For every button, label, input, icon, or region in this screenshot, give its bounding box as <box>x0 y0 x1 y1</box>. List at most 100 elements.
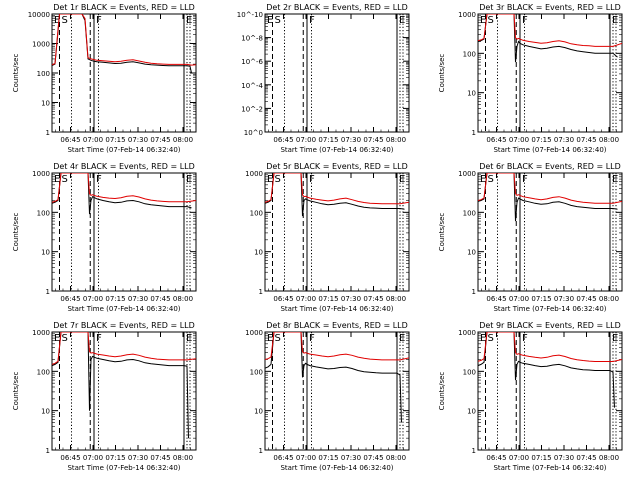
x-tick-label: 07:00 <box>83 454 103 462</box>
y-tick-label: 1 <box>472 447 476 455</box>
y-tick-label: 10 <box>254 408 263 416</box>
x-tick-label: 07:15 <box>531 295 551 303</box>
x-tick-label: 07:15 <box>105 136 125 144</box>
panel-title: Det 2r BLACK = Events, RED = LLD <box>266 3 408 12</box>
series-events-line <box>478 332 615 408</box>
y-tick-label: 100 <box>463 368 476 376</box>
plot-frame <box>264 13 410 133</box>
y-tick-label: 1000 <box>458 329 476 337</box>
series-lld-line <box>52 14 196 66</box>
panel-title: Det 4r BLACK = Events, RED = LLD <box>53 162 195 171</box>
x-tick-label: 07:30 <box>128 295 148 303</box>
panel-det-6: Det 6r BLACK = Events, RED = LLD 1 10 100 10… <box>438 162 623 313</box>
y-axis-label: Counts/sec <box>12 213 20 252</box>
event-marker-label: E <box>54 15 60 26</box>
plot-frame <box>264 172 410 292</box>
y-tick-label: 100 <box>37 209 50 217</box>
x-tick-label: 07:00 <box>83 295 103 303</box>
x-tick-label: 07:45 <box>576 295 596 303</box>
x-tick-label: 07:00 <box>83 136 103 144</box>
panel-det-4: Det 4r BLACK = Events, RED = LLD 1 10 100 10… <box>12 162 197 313</box>
x-tick-label: 07:30 <box>341 295 361 303</box>
event-marker-label: E <box>480 174 486 185</box>
series-lld-line <box>265 173 409 205</box>
y-tick-label: 1 <box>259 447 263 455</box>
x-tick-label: 07:30 <box>554 136 574 144</box>
x-tick-label: 08:00 <box>173 295 193 303</box>
x-tick-label: 06:45 <box>273 454 293 462</box>
y-tick-label: 100 <box>463 50 476 58</box>
event-marker-label: S <box>488 174 494 185</box>
event-marker-label: S <box>62 333 68 344</box>
x-tick-label: 07:45 <box>363 295 383 303</box>
panel-det-5: Det 5r BLACK = Events, RED = LLD 1 10 100 10… <box>245 162 410 313</box>
plot-frame <box>51 331 197 451</box>
x-axis-label: Start Time (07-Feb-14 06:32:40) <box>493 464 606 472</box>
y-tick-label: 10^-6 <box>241 58 263 66</box>
x-tick-label: 07:15 <box>318 136 338 144</box>
y-tick-label: 1 <box>46 129 50 137</box>
x-tick-label: 07:30 <box>341 136 361 144</box>
plot-frame <box>51 172 197 292</box>
series-lld-line <box>265 332 409 361</box>
x-axis-label: Start Time (07-Feb-14 06:32:40) <box>67 146 180 154</box>
y-tick-label: 10 <box>41 100 50 108</box>
series-events-line <box>265 332 402 423</box>
event-marker-label: E <box>186 333 192 344</box>
series-events-line <box>478 173 618 222</box>
event-marker-label: E <box>267 15 273 26</box>
x-axis-label: Start Time (07-Feb-14 06:32:40) <box>67 464 180 472</box>
x-tick-label: 07:00 <box>509 454 529 462</box>
y-tick-label: 1000 <box>458 170 476 178</box>
series-events-line <box>52 14 192 74</box>
y-tick-label: 100 <box>37 368 50 376</box>
y-tick-label: 100 <box>463 209 476 217</box>
x-tick-label: 07:00 <box>296 136 316 144</box>
plot-frame <box>477 331 623 451</box>
y-tick-label: 1000 <box>32 170 50 178</box>
event-marker-label: S <box>488 333 494 344</box>
plot-frame <box>264 331 410 451</box>
x-tick-label: 06:45 <box>486 295 506 303</box>
panel-det-1: Det 1r BLACK = Events, RED = LLD 1 10 100 10… <box>12 3 197 154</box>
panel-det-2: Det 2r BLACK = Events, RED = LLD 10^0 10^-… <box>237 3 410 154</box>
event-marker-label: S <box>488 15 494 26</box>
series-lld-line <box>52 332 196 365</box>
x-tick-label: 06:45 <box>273 136 293 144</box>
y-axis-label: Counts/sec <box>438 213 446 252</box>
x-axis-label: Start Time (07-Feb-14 06:32:40) <box>493 146 606 154</box>
x-tick-label: 06:45 <box>486 454 506 462</box>
x-tick-label: 07:30 <box>128 454 148 462</box>
y-axis-label: Counts/sec <box>438 372 446 411</box>
x-tick-label: 07:30 <box>554 454 574 462</box>
event-marker-label: S <box>62 15 68 26</box>
x-tick-label: 06:45 <box>60 454 80 462</box>
x-tick-label: 08:00 <box>599 295 619 303</box>
y-axis-label: Counts/sec <box>438 54 446 93</box>
series-lld-line <box>478 173 622 204</box>
y-tick-label: 10000 <box>28 11 50 19</box>
series-events-line <box>52 332 189 439</box>
y-tick-label: 100 <box>250 209 263 217</box>
y-tick-label: 1000 <box>32 41 50 49</box>
event-marker-label: E <box>399 15 405 26</box>
x-tick-label: 07:15 <box>105 295 125 303</box>
series-lld-line <box>52 173 196 203</box>
y-tick-label: 1 <box>259 288 263 296</box>
x-tick-label: 07:00 <box>509 136 529 144</box>
x-tick-label: 07:00 <box>296 454 316 462</box>
x-tick-label: 07:15 <box>531 454 551 462</box>
panel-title: Det 6r BLACK = Events, RED = LLD <box>479 162 621 171</box>
panel-title: Det 8r BLACK = Events, RED = LLD <box>266 321 408 330</box>
y-tick-label: 1 <box>472 288 476 296</box>
y-tick-label: 10^0 <box>244 129 263 137</box>
x-tick-label: 07:45 <box>150 295 170 303</box>
y-tick-label: 1000 <box>245 329 263 337</box>
event-marker-label: E <box>612 333 618 344</box>
y-tick-label: 10 <box>467 249 476 257</box>
plot-frame <box>477 172 623 292</box>
event-marker-label: E <box>186 15 192 26</box>
x-axis-label: Start Time (07-Feb-14 06:32:40) <box>280 305 393 313</box>
x-tick-label: 07:45 <box>363 454 383 462</box>
y-tick-label: 10 <box>467 90 476 98</box>
